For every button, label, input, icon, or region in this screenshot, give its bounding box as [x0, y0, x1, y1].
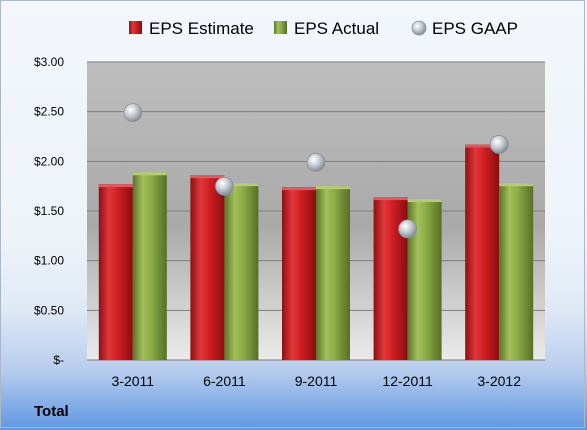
bar-eps-actual-cap: [499, 183, 534, 187]
marker-eps-gaap: [123, 103, 143, 123]
x-tick-label: 3-2011: [112, 373, 155, 389]
y-tick-label: $2.00: [34, 154, 64, 168]
legend-label: EPS GAAP: [432, 19, 518, 38]
y-tick-label: $0.50: [34, 303, 64, 317]
marker-eps-gaap: [398, 219, 418, 239]
y-tick-label: $1.00: [34, 254, 64, 268]
bar-eps-actual: [499, 183, 534, 360]
bar-eps-estimate-cap: [98, 184, 133, 188]
markers: [123, 103, 509, 239]
bar-eps-estimate-cap: [190, 175, 225, 179]
bar-eps-estimate: [282, 187, 316, 360]
bar-eps-actual-cap: [316, 186, 350, 190]
x-tick-label: 12-2011: [382, 373, 433, 389]
legend: EPS Estimate EPS Actual EPS GAAP: [129, 19, 518, 38]
bar-eps-actual: [316, 186, 350, 360]
bar-eps-actual: [132, 172, 167, 360]
marker-eps-gaap: [306, 152, 326, 172]
x-axis-ticks: 3-2011 6-2011 9-2011 12-2011 3-2012: [112, 373, 522, 389]
legend-swatch: [274, 21, 287, 34]
y-tick-label: $2.50: [34, 105, 64, 119]
x-tick-label: 6-2011: [203, 373, 246, 389]
bar-eps-actual-cap: [132, 172, 167, 176]
bar-eps-estimate-cap: [373, 197, 408, 201]
legend-label: EPS Actual: [294, 19, 379, 38]
bar-eps-estimate-cap: [465, 144, 500, 148]
marker-eps-gaap: [214, 176, 234, 196]
legend-swatch: [411, 20, 427, 36]
marker-eps-gaap: [489, 135, 509, 154]
bar-eps-actual-cap: [224, 183, 259, 187]
bar-eps-actual: [224, 183, 259, 360]
y-tick-label: $-: [53, 353, 64, 367]
x-tick-label: 9-2011: [295, 373, 338, 389]
bar-eps-estimate: [190, 175, 225, 360]
x-tick-label: 3-2012: [477, 373, 521, 389]
y-tick-label: $1.50: [34, 204, 64, 218]
bar-eps-estimate: [98, 184, 133, 360]
legend-swatch: [129, 21, 142, 34]
y-tick-label: $3.00: [34, 55, 64, 69]
bar-eps-estimate: [465, 144, 500, 360]
legend-label: EPS Estimate: [149, 19, 254, 38]
bars: [98, 144, 534, 360]
y-axis-ticks: $- $0.50 $1.00 $1.50 $2.00 $2.50 $3.00: [34, 55, 64, 367]
footer-total-label: Total: [34, 403, 69, 420]
bar-eps-estimate-cap: [282, 187, 316, 191]
bar-eps-actual-cap: [407, 199, 442, 203]
